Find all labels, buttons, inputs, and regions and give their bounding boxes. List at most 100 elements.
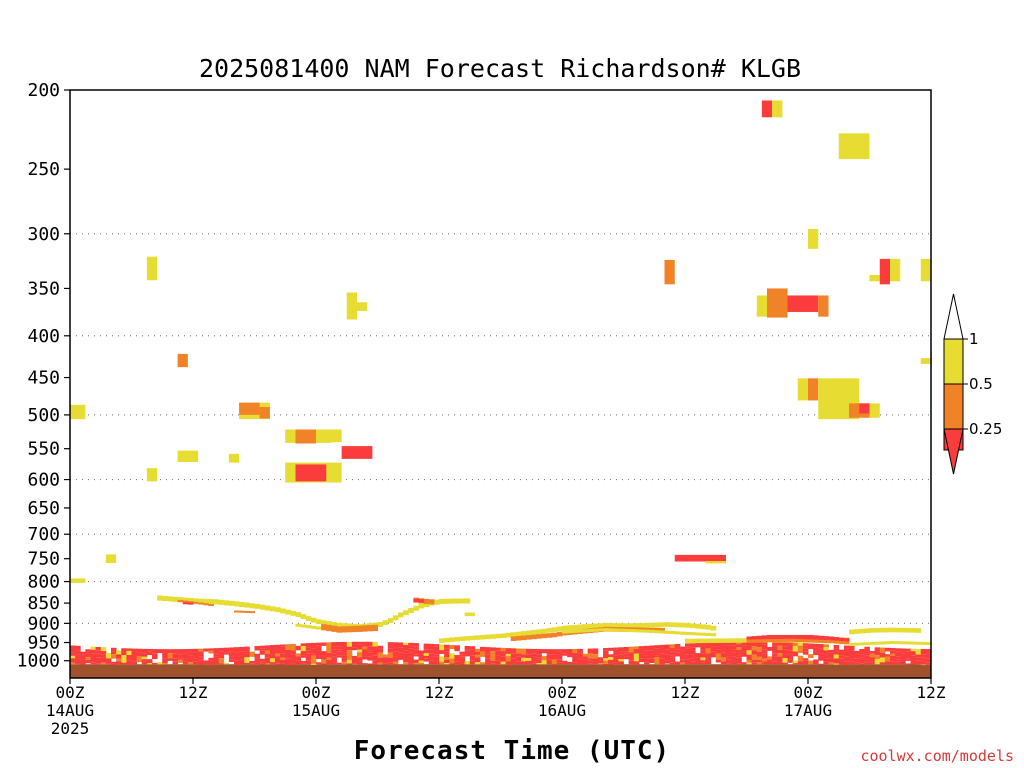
base-band-cell [310,655,317,660]
band-cell [208,604,214,607]
base-band-cell [377,645,384,649]
base-band-cell [382,663,389,665]
band-cell [669,622,676,628]
band-cell [761,635,768,640]
base-band-cell [485,664,491,666]
heatmap-cell [70,578,86,583]
base-band-cell [244,662,250,665]
base-band-cell [490,647,496,652]
base-band-cell [485,658,491,665]
band-cell [341,626,348,633]
base-band-cell [454,645,460,652]
band-cell [669,631,676,635]
base-band-cell [879,657,886,663]
base-band-cell [787,644,794,651]
base-band-cell [633,646,640,649]
base-band-cell [715,659,722,663]
base-band-cell [259,661,266,664]
colorbar-segment [943,338,964,385]
base-band-cell [208,650,214,654]
base-band-cell [269,645,276,650]
base-band-cell [859,654,865,658]
base-band-cell [372,655,378,661]
base-band-cell [695,642,701,648]
base-band-cell [597,663,604,665]
base-band-cell [377,657,384,663]
y-axis: 200 250 300 350 400 450 500 550 600 650 700 7508008… [17,80,70,672]
band-cell [582,629,589,633]
base-band-cell [567,661,573,665]
base-band-cell [674,644,681,650]
base-band-cell [685,643,691,647]
base-band-cell [900,648,906,652]
base-band-cell [849,658,855,662]
base-band-cell [567,653,573,658]
band-cell [346,626,353,633]
base-band-cell [746,659,753,663]
base-band-cell [331,649,337,654]
base-band-cell [285,655,291,659]
base-band-cell [300,651,307,656]
base-band-cell [715,646,722,650]
base-band-cell [403,662,409,665]
base-band-cell [433,661,440,665]
base-band-cell [674,661,681,665]
base-band-cell [515,661,522,665]
base-band-cell [572,662,578,665]
base-band-cell [787,642,794,645]
base-band-cell [736,644,742,648]
band-cell [792,638,799,642]
base-band-cell [679,662,686,665]
band-cell [290,610,296,616]
base-band-cell [275,656,281,659]
base-band-cell [751,662,758,665]
band-cell [838,641,845,645]
band-cell [398,612,404,618]
base-band-cell [813,650,819,656]
base-band-cell [792,642,799,647]
base-band-cell [95,650,102,654]
band-cell [182,597,189,603]
base-band-cell [736,663,742,665]
base-band-cell [633,661,640,665]
base-band-cell [357,657,363,662]
base-band-cell [480,662,486,665]
base-band-cell [767,646,773,651]
base-band-cell [403,645,409,651]
base-band-cell [100,651,107,655]
base-band-cell [80,651,86,655]
band-cell [187,601,194,604]
base-band-cell [418,663,425,665]
base-band-cell [326,652,332,658]
band-cell [890,641,896,645]
base-band-cell [372,649,378,656]
band-cell [377,622,384,627]
base-band-cell [146,663,153,665]
base-band-cell [900,651,906,654]
base-band-cell [813,647,819,651]
base-band-cell [925,662,932,665]
base-band-cell [331,653,337,657]
base-band-cell [444,644,450,649]
base-band-cell [264,663,271,665]
band-cell [823,640,829,644]
base-band-cell [116,650,122,655]
base-band-cell [85,649,91,654]
band-cell [280,608,286,614]
base-band-cell [485,654,491,659]
base-band-cell [915,660,922,665]
base-band-cell [541,649,548,654]
base-band-cell [213,658,220,665]
base-band-cell [556,651,563,655]
base-band-cell [531,648,537,654]
band-cell [597,628,604,632]
base-band-cell [331,642,337,647]
base-band-cell [720,652,727,658]
band-cell [310,617,317,623]
base-band-cell [679,656,686,660]
base-band-cell [177,654,184,658]
base-band-cell [756,647,763,652]
base-band-cell [357,652,363,658]
base-band-cell [234,647,240,653]
base-band-cell [782,654,788,659]
